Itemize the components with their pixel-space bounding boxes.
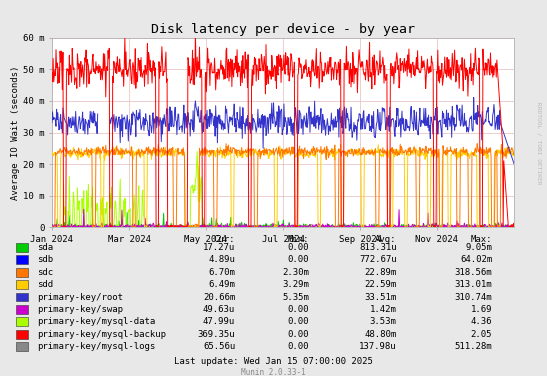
Text: 1.69: 1.69 <box>471 305 492 314</box>
Text: 4.36: 4.36 <box>471 317 492 326</box>
Text: 137.98u: 137.98u <box>359 342 397 351</box>
Text: 20.66m: 20.66m <box>203 293 235 302</box>
Text: sda: sda <box>37 243 53 252</box>
Text: 47.99u: 47.99u <box>203 317 235 326</box>
Text: 33.51m: 33.51m <box>364 293 397 302</box>
Text: 17.27u: 17.27u <box>203 243 235 252</box>
Text: 0.00: 0.00 <box>288 342 309 351</box>
Text: Cur:: Cur: <box>214 235 235 244</box>
Text: 0.00: 0.00 <box>288 305 309 314</box>
Text: sdd: sdd <box>37 280 53 289</box>
Text: 9.05m: 9.05m <box>465 243 492 252</box>
Text: 369.35u: 369.35u <box>197 330 235 339</box>
Text: 0.00: 0.00 <box>288 255 309 264</box>
Text: primary-key/mysql-logs: primary-key/mysql-logs <box>37 342 155 351</box>
Text: 310.74m: 310.74m <box>455 293 492 302</box>
Text: 5.35m: 5.35m <box>282 293 309 302</box>
Text: 0.00: 0.00 <box>288 317 309 326</box>
Text: 813.31u: 813.31u <box>359 243 397 252</box>
Text: Min:: Min: <box>288 235 309 244</box>
Text: 6.70m: 6.70m <box>208 268 235 277</box>
Text: 318.56m: 318.56m <box>455 268 492 277</box>
Y-axis label: Average IO Wait (seconds): Average IO Wait (seconds) <box>11 65 20 200</box>
Text: primary-key/root: primary-key/root <box>37 293 123 302</box>
Text: 3.29m: 3.29m <box>282 280 309 289</box>
Text: Max:: Max: <box>471 235 492 244</box>
Text: 313.01m: 313.01m <box>455 280 492 289</box>
Text: Last update: Wed Jan 15 07:00:00 2025: Last update: Wed Jan 15 07:00:00 2025 <box>174 357 373 366</box>
Text: 1.42m: 1.42m <box>370 305 397 314</box>
Text: primary-key/swap: primary-key/swap <box>37 305 123 314</box>
Text: 65.56u: 65.56u <box>203 342 235 351</box>
Title: Disk latency per device - by year: Disk latency per device - by year <box>151 23 415 36</box>
Text: Munin 2.0.33-1: Munin 2.0.33-1 <box>241 368 306 376</box>
Text: 22.59m: 22.59m <box>364 280 397 289</box>
Text: primary-key/mysql-backup: primary-key/mysql-backup <box>37 330 166 339</box>
Text: 772.67u: 772.67u <box>359 255 397 264</box>
Text: 0.00: 0.00 <box>288 330 309 339</box>
Text: 4.89u: 4.89u <box>208 255 235 264</box>
Text: 64.02m: 64.02m <box>460 255 492 264</box>
Text: primary-key/mysql-data: primary-key/mysql-data <box>37 317 155 326</box>
Text: RRDTOOL / TOBI OETIKER: RRDTOOL / TOBI OETIKER <box>536 102 542 184</box>
Text: 2.05: 2.05 <box>471 330 492 339</box>
Text: 511.28m: 511.28m <box>455 342 492 351</box>
Text: 48.80m: 48.80m <box>364 330 397 339</box>
Text: 3.53m: 3.53m <box>370 317 397 326</box>
Text: 2.30m: 2.30m <box>282 268 309 277</box>
Text: 22.89m: 22.89m <box>364 268 397 277</box>
Text: sdb: sdb <box>37 255 53 264</box>
Text: 0.00: 0.00 <box>288 243 309 252</box>
Text: sdc: sdc <box>37 268 53 277</box>
Text: 49.63u: 49.63u <box>203 305 235 314</box>
Text: Avg:: Avg: <box>375 235 397 244</box>
Text: 6.49m: 6.49m <box>208 280 235 289</box>
